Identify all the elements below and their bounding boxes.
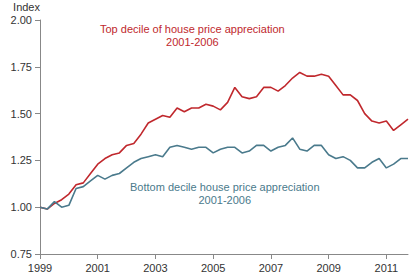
svg-text:2001-2006: 2001-2006 bbox=[198, 194, 251, 206]
svg-text:2007: 2007 bbox=[259, 262, 283, 274]
svg-text:2001-2006: 2001-2006 bbox=[166, 36, 219, 48]
svg-text:1.00: 1.00 bbox=[11, 201, 32, 213]
svg-text:1.75: 1.75 bbox=[11, 61, 32, 73]
svg-text:2009: 2009 bbox=[316, 262, 340, 274]
svg-text:2001: 2001 bbox=[85, 262, 109, 274]
svg-text:2.00: 2.00 bbox=[11, 14, 32, 26]
svg-text:2005: 2005 bbox=[201, 262, 225, 274]
svg-text:1.25: 1.25 bbox=[11, 154, 32, 166]
svg-text:1.50: 1.50 bbox=[11, 108, 32, 120]
svg-text:Top decile of house price appr: Top decile of house price appreciation bbox=[100, 23, 285, 35]
svg-text:2011: 2011 bbox=[375, 262, 399, 274]
svg-text:2003: 2003 bbox=[143, 262, 167, 274]
svg-text:0.75: 0.75 bbox=[11, 248, 32, 260]
svg-text:1999: 1999 bbox=[28, 262, 52, 274]
svg-text:Index: Index bbox=[13, 1, 40, 13]
svg-text:Bottom decile house price appr: Bottom decile house price appreciation bbox=[130, 181, 320, 193]
